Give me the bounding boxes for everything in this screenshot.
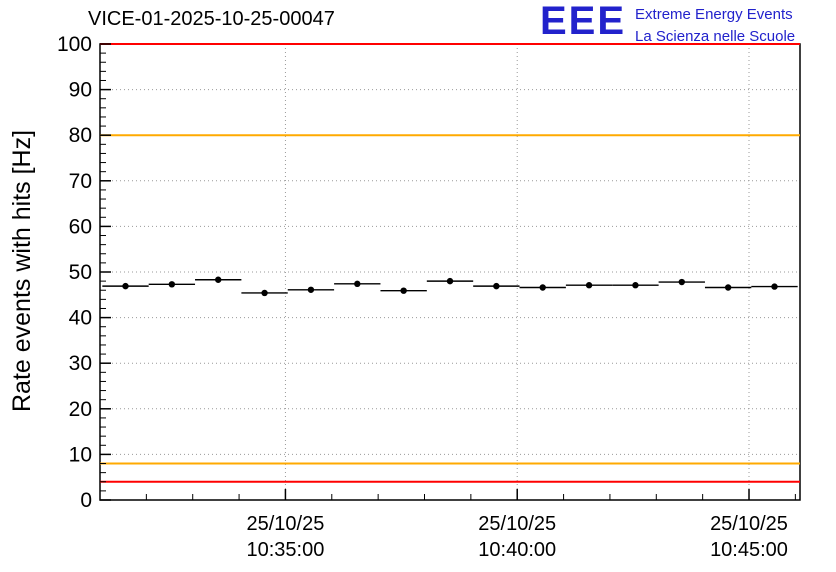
x-tick-label-date: 25/10/25	[247, 513, 325, 535]
y-axis-title: Rate events with hits [Hz]	[8, 129, 36, 412]
data-point	[400, 287, 407, 294]
logo-subtitle-1: Extreme Energy Events	[635, 6, 793, 23]
data-point	[585, 282, 593, 289]
y-tick-label: 20	[69, 398, 92, 421]
x-tick-label-time: 10:35:00	[247, 539, 325, 561]
x-tick-label-time: 10:40:00	[478, 539, 556, 561]
y-tick-label: 30	[69, 352, 92, 375]
data-point	[678, 278, 685, 286]
data-point	[724, 284, 732, 291]
y-tick-label: 50	[69, 261, 92, 284]
data-point	[168, 281, 176, 288]
y-tick-label: 0	[80, 489, 92, 512]
y-tick-label: 80	[69, 124, 92, 147]
y-tick-label: 70	[69, 170, 92, 193]
eee-logo-text: Extreme Energy Events La Scienza nelle S…	[635, 2, 795, 48]
eee-logo: EEE Extreme Energy Events La Scienza nel…	[540, 0, 795, 48]
data-point	[446, 277, 454, 285]
y-tick-label: 90	[69, 79, 92, 102]
data-point	[632, 282, 639, 289]
x-tick-label-date: 25/10/25	[710, 513, 788, 535]
data-point	[261, 289, 268, 297]
y-tick-label: 10	[69, 443, 92, 466]
data-point	[771, 283, 778, 290]
eee-logo-acronym: EEE	[540, 0, 627, 43]
data-point	[215, 276, 222, 283]
y-tick-label: 40	[69, 307, 92, 330]
y-tick-label: 60	[69, 215, 92, 238]
data-point	[122, 282, 129, 290]
chart-title: VICE-01-2025-10-25-00047	[88, 8, 335, 30]
x-tick-label-date: 25/10/25	[478, 513, 556, 535]
x-tick-label-time: 10:45:00	[710, 539, 788, 561]
data-point	[493, 282, 500, 290]
logo-subtitle-2: La Scienza nelle Scuole	[635, 27, 796, 45]
y-tick-label: 100	[57, 33, 92, 56]
data-point	[307, 286, 315, 293]
data-point	[539, 284, 546, 291]
data-point	[354, 280, 361, 288]
